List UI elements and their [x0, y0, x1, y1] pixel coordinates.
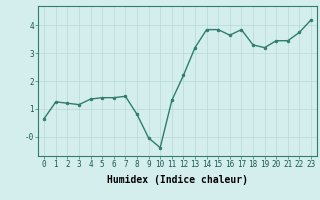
X-axis label: Humidex (Indice chaleur): Humidex (Indice chaleur) — [107, 175, 248, 185]
